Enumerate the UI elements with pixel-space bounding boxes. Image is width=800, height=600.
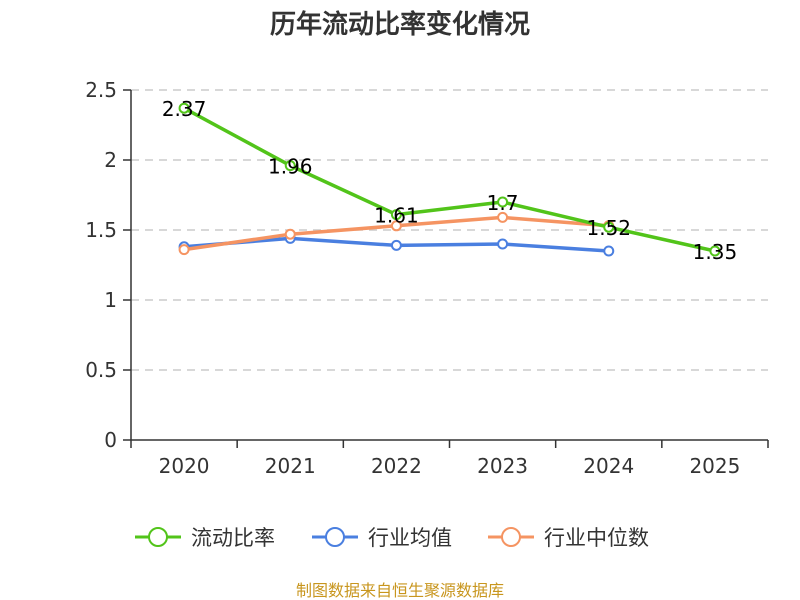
data-point-2-1 [284, 228, 296, 240]
legend-label: 流动比率 [191, 526, 275, 550]
data-point-0-1 [284, 160, 296, 172]
data-label: 1.96 [268, 155, 313, 179]
data-point-1-4 [603, 245, 615, 257]
x-tick-label: 2024 [583, 454, 634, 478]
chart-title: 历年流动比率变化情况 [270, 9, 530, 40]
legend-item-2[interactable]: 行业中位数 [488, 526, 649, 550]
y-tick-label: 0.5 [85, 358, 117, 382]
legend-label: 行业均值 [368, 526, 452, 550]
y-tick-label: 0 [104, 428, 117, 452]
series-lines [178, 102, 721, 257]
data-point-2-0 [178, 244, 190, 256]
y-tick-label: 2 [104, 148, 117, 172]
legend-marker [148, 527, 168, 547]
y-tick-label: 2.5 [85, 78, 117, 102]
legend-label: 行业中位数 [544, 526, 649, 550]
x-tick-label: 2025 [689, 454, 740, 478]
legend-item-1[interactable]: 行业均值 [312, 526, 452, 550]
data-point-2-3 [497, 211, 509, 223]
data-label: 1.35 [693, 240, 738, 264]
data-point-0-4 [603, 221, 615, 233]
data-point-0-3 [497, 196, 509, 208]
x-tick-label: 2022 [371, 454, 422, 478]
legend-marker [501, 527, 521, 547]
data-label: 1.52 [586, 216, 631, 240]
data-label: 1.61 [374, 204, 419, 228]
y-tick-label: 1 [104, 288, 117, 312]
x-tick-label: 2021 [265, 454, 316, 478]
data-label: 2.37 [162, 97, 207, 121]
x-tick-label: 2020 [159, 454, 210, 478]
data-labels: 2.37 1.96 1.61 1.7 1.52 1.35 [162, 97, 737, 264]
legend-item-0[interactable]: 流动比率 [135, 526, 275, 550]
data-point-0-2 [390, 209, 402, 221]
data-point-1-3 [497, 238, 509, 250]
data-point-2-2 [390, 220, 402, 232]
series-line-0 [182, 106, 717, 253]
data-point-1-2 [390, 239, 402, 251]
data-point-0-0 [178, 102, 190, 114]
data-label: 1.7 [487, 191, 519, 215]
y-tick-label: 1.5 [85, 218, 117, 242]
legend[interactable]: 流动比率 行业均值 行业中位数 [135, 526, 649, 550]
data-point-0-5 [709, 245, 721, 257]
x-tick-label: 2023 [477, 454, 528, 478]
legend-marker [325, 527, 345, 547]
source-note: 制图数据来自恒生聚源数据库 [296, 581, 504, 600]
